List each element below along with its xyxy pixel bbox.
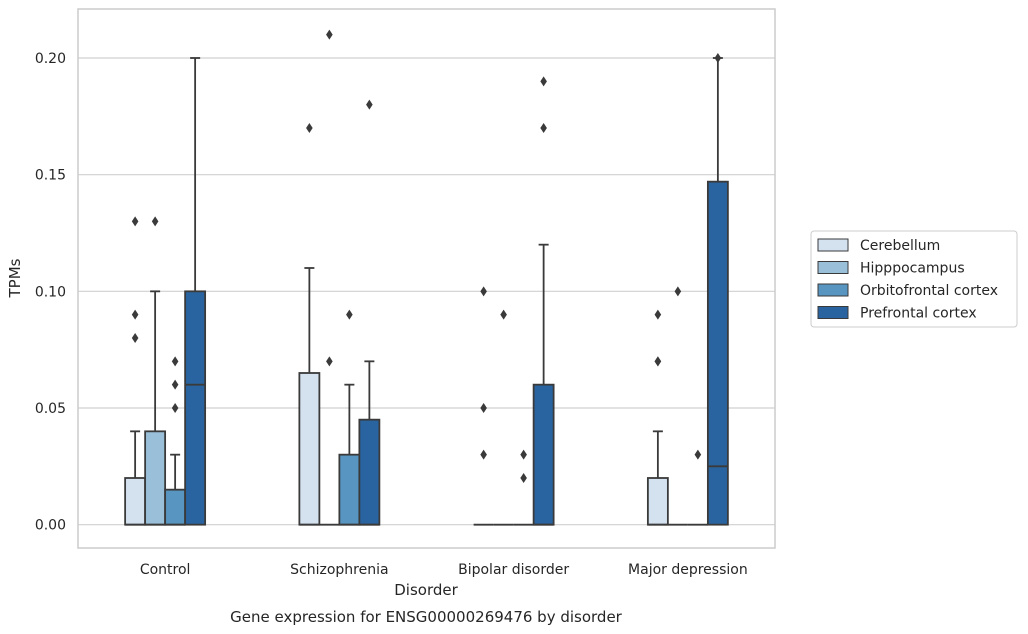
outlier-point (520, 473, 527, 483)
outlier-point (654, 356, 662, 367)
box (184, 290, 207, 526)
box (706, 180, 729, 526)
box (532, 383, 555, 526)
outlier-point (674, 286, 682, 297)
outlier-point (326, 29, 333, 40)
legend-label: Prefrontal cortex (860, 306, 977, 322)
legend-swatch (817, 306, 849, 319)
outlier-point (306, 123, 313, 133)
legend-swatch (817, 283, 849, 297)
outlier-point (714, 53, 722, 63)
box-group (124, 216, 147, 526)
legend-frame (810, 230, 1018, 328)
legend-label: Orbitofrontal cortex (860, 283, 998, 299)
outlier-point (131, 333, 139, 343)
box-group (144, 216, 167, 526)
box-group (473, 286, 494, 526)
outlier-point (131, 216, 139, 227)
box-group (298, 123, 321, 526)
box (144, 430, 167, 526)
legend: Cerebellum Hipppocampus Orbitofrontal cort… (810, 230, 1018, 328)
outlier-point (131, 309, 139, 320)
x-axis-label: Disorder (394, 581, 458, 599)
outlier-point (366, 99, 373, 110)
outlier-point (540, 123, 547, 133)
outlier-point (520, 449, 527, 460)
box-group (164, 356, 187, 526)
y-tick-label: 0.10 (35, 284, 66, 300)
box-plot-series (124, 29, 729, 526)
box (358, 418, 381, 526)
box-group (319, 29, 340, 526)
legend-swatch (817, 238, 849, 252)
box-group (513, 449, 534, 526)
outlier-point (540, 76, 547, 87)
outlier-point (694, 449, 702, 460)
gridlines (78, 57, 775, 526)
y-tick-label: 0.15 (35, 168, 66, 184)
box-group (687, 449, 708, 526)
outlier-point (480, 449, 487, 460)
box-group (358, 99, 381, 526)
outlier-point (480, 403, 487, 413)
y-axis-ticks: 0.00 0.05 0.10 0.15 0.20 (35, 51, 66, 534)
x-tick-label: Major depression (628, 562, 748, 578)
box (338, 453, 361, 526)
x-axis-ticks: Control Schizophrenia Bipolar disorder Majo… (140, 562, 748, 578)
outlier-point (171, 356, 179, 367)
box-group (646, 309, 669, 526)
box (298, 372, 321, 526)
x-tick-label: Bipolar disorder (458, 562, 569, 578)
outlier-point (151, 216, 159, 227)
outlier-point (326, 356, 333, 367)
box-group (184, 57, 207, 526)
legend-swatch (817, 261, 849, 274)
x-tick-label: Control (140, 562, 191, 578)
outlier-point (500, 309, 507, 320)
y-axis-label: TPMs (6, 258, 24, 298)
box (164, 488, 187, 526)
box-group (493, 309, 514, 526)
chart-caption: Gene expression for ENSG00000269476 by d… (230, 608, 623, 626)
y-tick-label: 0.00 (35, 518, 66, 534)
box-group (667, 286, 688, 526)
box-group (532, 76, 555, 526)
plot-area-frame (77, 8, 776, 549)
box-group (706, 53, 729, 526)
legend-label: Cerebellum (860, 238, 940, 254)
outlier-point (654, 309, 662, 320)
box (124, 477, 147, 526)
y-tick-label: 0.20 (35, 51, 66, 67)
outlier-point (480, 286, 487, 297)
box (646, 477, 669, 526)
legend-label: Hipppocampus (860, 261, 965, 277)
box-group (338, 309, 361, 526)
outlier-point (346, 309, 353, 320)
x-tick-label: Schizophrenia (290, 562, 388, 578)
y-tick-label: 0.05 (35, 401, 66, 417)
outlier-point (171, 379, 179, 390)
outlier-point (171, 403, 179, 413)
